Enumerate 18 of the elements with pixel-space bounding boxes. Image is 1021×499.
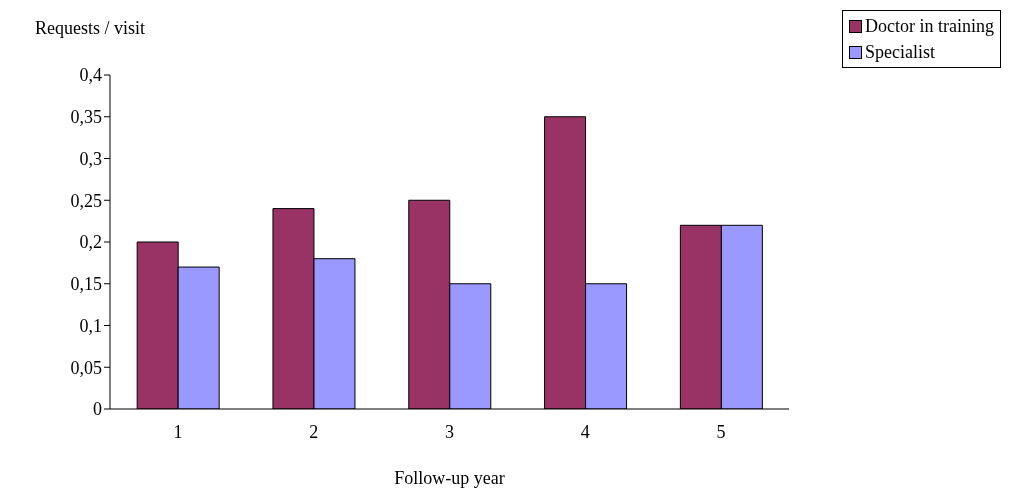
- y-tick-label: 0: [93, 399, 102, 420]
- legend-label: Doctor in training: [864, 15, 994, 38]
- y-tick-label: 0,1: [79, 315, 102, 336]
- x-tick-label: 3: [445, 421, 455, 442]
- y-tick-label: 0,2: [79, 232, 102, 253]
- x-axis-title: Follow-up year: [394, 468, 505, 488]
- y-tick-label: 0,15: [70, 274, 102, 295]
- x-tick-label: 2: [309, 421, 319, 442]
- y-tick-label: 0,25: [70, 190, 102, 211]
- y-tick-label: 0,05: [70, 357, 102, 378]
- y-axis-title: Requests / visit: [35, 18, 146, 39]
- y-tick-label: 0,35: [70, 107, 102, 128]
- y-tick-label: 0,3: [79, 148, 102, 169]
- y-tick-label: 0,4: [79, 65, 102, 86]
- x-tick-label: 5: [716, 421, 726, 442]
- x-tick-label: 4: [580, 421, 590, 442]
- legend-label: Specialist: [864, 41, 936, 64]
- x-tick-label: 1: [173, 421, 183, 442]
